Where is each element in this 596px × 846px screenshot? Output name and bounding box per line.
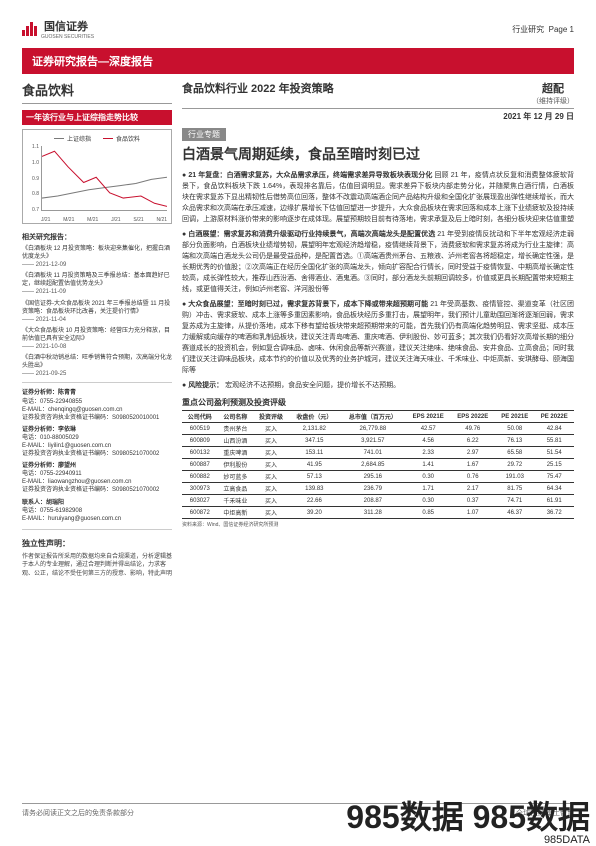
report-date: 2021 年 12 月 29 日 [182,111,574,122]
bullet-para: ● 大众食品展望：至暗时刻已过，需求复苏背景下，成本下降或带来超预期可能 21 … [182,300,574,376]
legend-item: 食品饮料 [116,134,140,143]
analyst-block: 证券分析师：廖望州电话：0755-22940911E-MAIL：liaowang… [22,462,172,494]
bullet-para: ● 风险提示： 宏观经济不达预期，食品安全问题，提价增长不达预期。 [182,381,574,392]
related-item: 《国信证券-大众食品板块 2021 年三季报总结暨 11 月投资策略：食品板块环… [22,300,172,324]
bullet-para: ● 21 年复盘：白酒需求复苏，大众品需求承压，终端需求差异导致板块表现分化 回… [182,171,574,225]
independence-header: 独立性声明： [22,538,172,549]
report-banner: 证券研究报告—深度报告 [22,48,574,74]
table-header-cell: 公司代码 [182,411,218,423]
table-row: 600882妙可蓝多买入57.13295.160.300.76191.0375.… [182,471,574,483]
headline: 白酒景气周期延续，食品至暗时刻已过 [182,145,574,163]
table-header-cell: 收盘价（元） [289,411,340,423]
table-row: 600872中炬高新买入39.20311.280.851.0746.3736.7… [182,507,574,519]
table-row: 603027千禾味业买入22.66208.870.300.3774.7161.9… [182,495,574,507]
footer-left: 请务必阅读正文之后的免责条款部分 [22,808,134,818]
analyst-block: 证券分析师：陈青青电话：0755-22940855E-MAIL：chenqing… [22,389,172,421]
sector-line [42,151,167,206]
table-header-cell: PE 2022E [534,411,574,423]
related-item: 《大众食品板块 10 月投资策略：经营压力充分释放，目前估值已具有安全边际》 —… [22,327,172,351]
analyst-block: 联系人：胡瑞阳电话：0755-61982908E-MAIL：huruiyang@… [22,499,172,523]
page-indicator: 行业研究 Page 1 [512,24,574,35]
table-row: 300973立高食品买入139.83236.791.712.1781.7564.… [182,483,574,495]
trend-chart: 上证综指 食品饮料 1.11.00.90.80.7 J/21M/21M/21J/… [22,129,172,224]
analyst-block: 证券分析师：李依琳电话：010-88005029E-MAIL：liyilin1@… [22,426,172,458]
related-item: 《白酒板块 12 月投资策略：板块迎来集催化，把握白酒优度龙头》 —— 2021… [22,245,172,269]
brand-name: 国信证券 [44,21,88,33]
sector-title: 食品饮料 [22,80,172,104]
topic-tag: 行业专题 [182,128,226,141]
table-title: 重点公司盈利预测及投资评级 [182,397,574,408]
related-header: 相关研究报告： [22,232,172,242]
bullet-para: ● 白酒展望：需求复苏和消费升级驱动行业持续景气，高端次高端龙头是配置优选 21… [182,230,574,295]
table-header-cell: 投资评级 [253,411,289,423]
table-header-cell: PE 2021E [495,411,534,423]
table-row: 600887伊利股份买入41.952,684.851.411.6729.7225… [182,459,574,471]
main-title: 食品饮料行业 2022 年投资策略 [182,80,334,96]
table-note: 资料来源：Wind、国信证券经济研究所预测 [182,521,574,528]
independence-text: 作者保证报告所采用的数据均来自合规渠道，分析逻辑基于本人的专业理解，通过合理判断… [22,553,172,578]
brand-logo: 国信证券 GUOSEN SECURITIES [22,18,94,40]
table-row: 600519贵州茅台买入2,131.8226,779.8842.5749.765… [182,423,574,435]
related-item: 《白酒板块 11 月投资策略及三季报总结：基本面趋好已定，继续超配置估值优势龙头… [22,272,172,296]
index-line [42,177,167,198]
table-header-cell: 公司名称 [218,411,254,423]
table-header-cell: EPS 2021E [406,411,451,423]
chart-header: 一年该行业与上证综指走势比较 [22,110,172,125]
legend-item: 上证综指 [67,134,91,143]
logo-mark-icon [22,22,37,36]
watermark: 985数据 985数据 985DATA [346,792,590,846]
table-header-cell: 总市值（百万元） [340,411,406,423]
table-header-cell: EPS 2022E [450,411,495,423]
rating: 超配 [532,80,574,96]
table-row: 600809山西汾酒买入347.153,921.574.566.2276.135… [182,435,574,447]
related-item: 《白酒中秋动销总结：旺季销售符合预期，次高端分化龙头胜出》 —— 2021-09… [22,354,172,378]
estimates-table: 公司代码公司名称投资评级收盘价（元）总市值（百万元）EPS 2021EEPS 2… [182,410,574,519]
table-row: 600132重庆啤酒买入153.11741.012.332.9765.5851.… [182,447,574,459]
rating-sub: （维持评级） [532,96,574,106]
brand-sub: GUOSEN SECURITIES [41,34,94,40]
